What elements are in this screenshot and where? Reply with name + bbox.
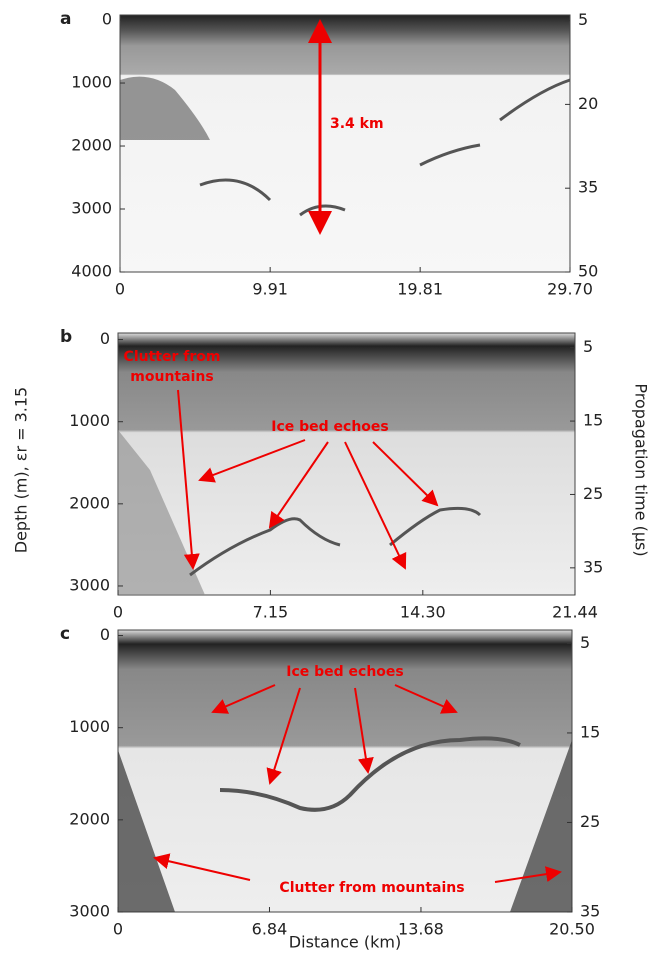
annotation: Clutter from mountains <box>279 880 464 896</box>
annotation: Ice bed echoes <box>271 419 389 435</box>
annotation-arrow <box>211 684 276 714</box>
annotation: 3.4 km <box>330 116 384 132</box>
y-tick-label: 1000 <box>71 73 112 92</box>
x-tick-label: 13.68 <box>398 920 444 939</box>
y-tick-label: 2000 <box>71 136 112 155</box>
x-tick-label: 19.81 <box>397 280 443 299</box>
clutter <box>118 430 205 595</box>
y-tick-label: 2000 <box>69 493 110 512</box>
x-axis-label: Distance (km) <box>289 933 401 952</box>
x-tick-label: 0 <box>113 603 123 622</box>
y2-tick-label: 20 <box>578 94 598 113</box>
x-tick-label: 29.70 <box>547 280 593 299</box>
x-tick-label: 14.30 <box>400 603 446 622</box>
bed-echo <box>120 76 210 140</box>
annotation-arrow <box>494 866 562 883</box>
x-tick-label: 21.44 <box>552 603 598 622</box>
annotation: Clutter from <box>124 349 221 365</box>
y2-axis-label: Propagation time (µs) <box>632 383 651 556</box>
annotation-arrow <box>268 441 329 529</box>
x-tick-label: 0 <box>115 280 125 299</box>
annotation: Ice bed echoes <box>286 664 404 680</box>
panel-label: c <box>60 624 70 644</box>
x-tick-label: 0 <box>113 920 123 939</box>
clutter <box>118 740 572 912</box>
y2-tick-label: 50 <box>578 262 598 281</box>
y2-tick-label: 35 <box>583 557 603 576</box>
y2-tick-label: 35 <box>578 178 598 197</box>
panel-label: a <box>60 9 71 29</box>
y2-tick-label: 5 <box>578 10 588 29</box>
y2-tick-label: 15 <box>580 722 600 741</box>
radargram-image <box>117 332 576 596</box>
annotation: mountains <box>130 369 213 385</box>
panel-label: b <box>60 327 72 347</box>
y-tick-label: 3000 <box>69 902 110 921</box>
radargram-image <box>117 629 573 913</box>
x-tick-label: 7.15 <box>253 603 289 622</box>
x-tick-label: 9.91 <box>252 280 288 299</box>
y-tick-label: 0 <box>102 10 112 29</box>
y2-tick-label: 35 <box>580 902 600 921</box>
annotation-arrow <box>394 684 458 714</box>
y-tick-label: 1000 <box>69 411 110 430</box>
y-tick-label: 3000 <box>69 575 110 594</box>
annotation-arrow <box>153 853 251 881</box>
annotation-arrow <box>344 441 407 570</box>
radargram-image <box>119 14 571 273</box>
y2-tick-label: 5 <box>583 337 593 356</box>
annotation-arrow <box>177 389 200 570</box>
annotation-arrow <box>354 687 374 774</box>
bed-echo <box>219 736 521 812</box>
y-axis-label: Depth (m), εr = 3.15 <box>12 387 31 554</box>
y2-tick-label: 5 <box>580 633 590 652</box>
x-tick-label: 6.84 <box>252 920 288 939</box>
y-tick-label: 4000 <box>71 262 112 281</box>
annotation-arrow <box>198 439 306 483</box>
annotation-arrow <box>372 441 439 507</box>
y2-tick-label: 25 <box>580 812 600 831</box>
y-tick-label: 3000 <box>71 199 112 218</box>
y-tick-label: 0 <box>100 625 110 644</box>
y2-tick-label: 15 <box>583 411 603 430</box>
y-tick-label: 0 <box>100 329 110 348</box>
annotation-arrow <box>266 687 301 785</box>
y2-tick-label: 25 <box>583 484 603 503</box>
y-tick-label: 1000 <box>69 717 110 736</box>
y-tick-label: 2000 <box>69 809 110 828</box>
x-tick-label: 20.50 <box>549 920 595 939</box>
